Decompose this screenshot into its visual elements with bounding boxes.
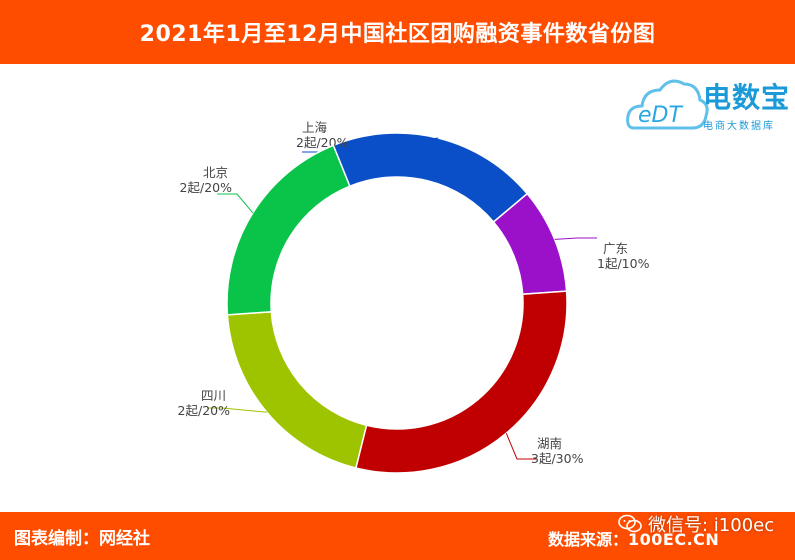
slice-value-label: 3起/30% — [531, 451, 584, 466]
leader-line-3 — [505, 433, 537, 460]
brand-logo: eDT 电数宝 电商大数据库 — [626, 70, 791, 138]
slice-value-label: 2起/20% — [178, 403, 231, 418]
leader-line-1 — [302, 137, 439, 153]
data-source: 数据来源：100EC.CN — [548, 526, 719, 550]
wechat-id: 微信号: i100ec — [648, 515, 775, 536]
wechat-icon — [618, 514, 642, 533]
logo-brand: 电数宝 — [703, 81, 791, 114]
slice-name-label: 广东 — [603, 241, 628, 256]
slice-3 — [354, 290, 568, 474]
logo-subtitle: 电商大数据库 — [703, 121, 775, 132]
leader-line-5 — [217, 193, 254, 214]
slice-value-label: 2起/20% — [180, 180, 233, 195]
slice-name-label: 北京 — [203, 165, 228, 180]
footer-bar: 图表编制：网经社 数据来源：100EC.CN — [0, 512, 795, 560]
slice-4 — [226, 310, 368, 469]
chart-editor-credit: 图表编制：网经社 — [14, 529, 150, 549]
cloud-logo-icon: eDT — [626, 79, 709, 130]
slice-name-label: 上海 — [302, 120, 328, 135]
slice-1 — [332, 132, 529, 224]
slice-name-label: 湖南 — [537, 436, 562, 451]
wechat-watermark: 微信号: i100ec — [618, 509, 774, 539]
slice-value-label: 2起/20% — [296, 135, 349, 150]
chart-title: 2021年1月至12月中国社区团购融资事件数省份图 — [139, 22, 656, 47]
data-source-label: 数据来源： — [548, 530, 629, 549]
leader-line-4 — [207, 407, 267, 413]
title-bar: 2021年1月至12月中国社区团购融资事件数省份图 — [0, 0, 795, 64]
slice-name-label: 四川 — [201, 388, 226, 403]
slice-value-label: 1起/10% — [597, 256, 650, 271]
logo-mark: eDT — [638, 103, 683, 128]
leader-line-2 — [554, 237, 597, 240]
data-source-value: 100EC.CN — [628, 530, 720, 549]
slice-5 — [226, 144, 351, 316]
